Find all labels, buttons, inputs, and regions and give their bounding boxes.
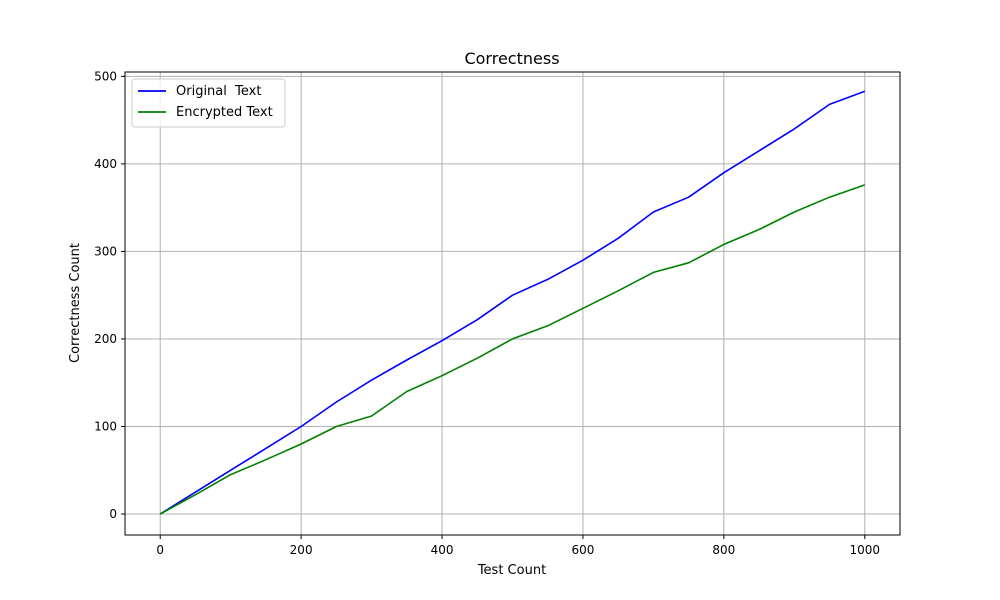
legend: Original Text Encrypted Text [131, 78, 286, 128]
y-tick-label: 0 [109, 507, 117, 521]
y-tick-label: 100 [94, 419, 117, 433]
axis-ticks: 0 200 400 600 800 1000 0 100 200 300 400 500 [94, 69, 880, 557]
y-tick-label: 400 [94, 157, 117, 171]
x-tick-label: 400 [431, 543, 454, 557]
y-axis-label: Correctness Count [68, 243, 83, 363]
y-tick-label: 500 [94, 69, 117, 83]
legend-box [131, 78, 286, 128]
series-lines [159, 90, 866, 515]
y-tick-label: 300 [94, 244, 117, 258]
chart-title: Correctness [464, 49, 559, 68]
plot-frame [124, 71, 901, 536]
x-tick-label: 800 [712, 543, 735, 557]
legend-label-encrypted-text: Encrypted Text [176, 105, 273, 120]
x-tick-label: 600 [572, 543, 595, 557]
series-line-encrypted-text [159, 184, 866, 515]
legend-label-original-text: Original Text [176, 84, 261, 99]
x-tick-label: 0 [156, 543, 164, 557]
x-axis-label: Test Count [477, 563, 546, 578]
series-line-original-text [159, 90, 866, 515]
grid-lines [125, 72, 900, 535]
y-tick-label: 200 [94, 332, 117, 346]
x-tick-label: 200 [290, 543, 313, 557]
x-tick-label: 1000 [849, 543, 880, 557]
